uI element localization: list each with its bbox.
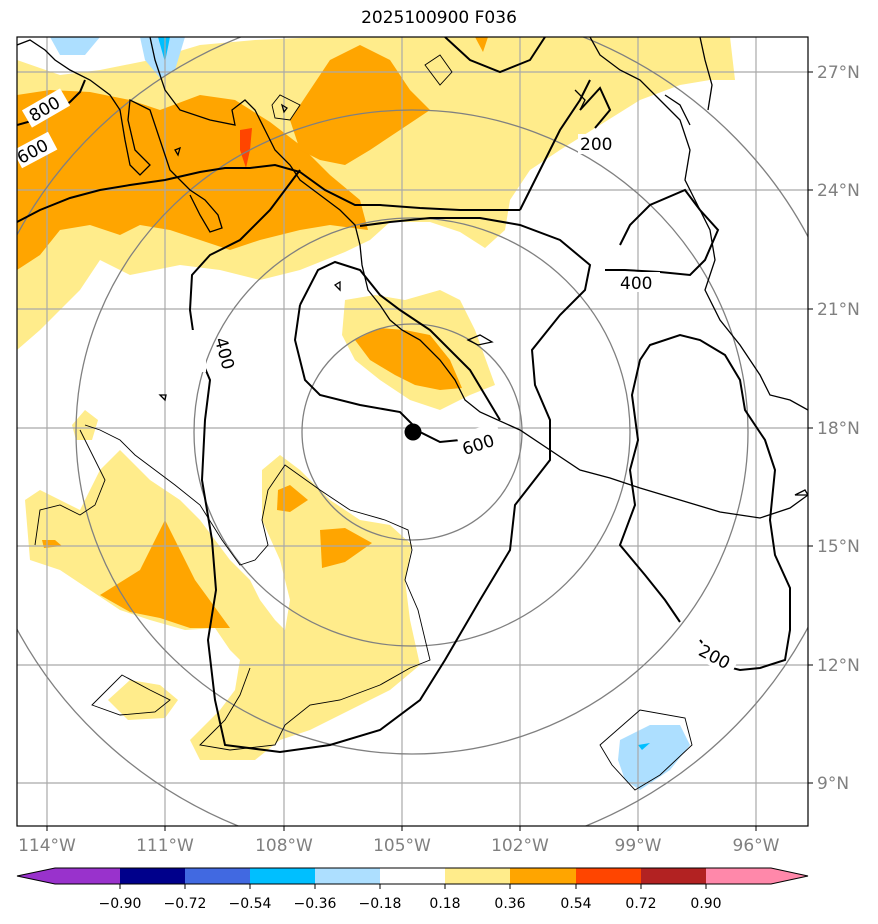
colorbar-segment-6 (380, 868, 445, 884)
island-center (466, 334, 494, 346)
colorbar-segment-4 (250, 868, 315, 884)
coast-mainland-west (149, 37, 808, 519)
colorbar-segment-8 (510, 868, 576, 884)
lat-label-21: 21°N (817, 300, 860, 320)
figure-title: 2025100900 F036 (361, 8, 517, 28)
colorbar-tick-label: 0.90 (690, 896, 721, 912)
shade-orange-center (355, 328, 462, 390)
island-nw (174, 146, 181, 157)
contour-600-center-b (299, 260, 501, 421)
colorbar-over-extension (771, 868, 808, 884)
lon-label-108: 108°W (255, 836, 313, 856)
colorbar-tick-label: 0.18 (429, 896, 460, 912)
colorbar-segment-7 (445, 868, 510, 884)
lat-label-24: 24°N (817, 181, 860, 201)
lat-label-18: 18°N (817, 419, 860, 439)
shade-orange-sw-3 (277, 485, 308, 512)
shading-neg-018 (50, 37, 690, 790)
shade-lightblue-se (618, 725, 690, 790)
lon-label-96: 96°W (733, 836, 780, 856)
shade-orange-tiny-ne (475, 37, 488, 52)
coast-east-detail (664, 94, 691, 126)
coast-ne-small (574, 89, 586, 111)
lat-label-27: 27°N (817, 63, 860, 83)
colorbar-tick-label: 0.72 (625, 896, 656, 912)
colorbar-segment-11 (706, 868, 771, 884)
contour-200-ne-b (579, 86, 612, 129)
shade-orange-north-2 (290, 45, 430, 165)
map-frame (16, 36, 809, 827)
contour-600-nw (17, 163, 520, 223)
lat-label-15: 15°N (817, 537, 860, 557)
colorbar-tick-label: −0.72 (164, 896, 207, 912)
colorbar-outline (16, 867, 809, 885)
island-ne-small (333, 280, 341, 292)
map-content: 800 600 200 400 400 600 200 (17, 37, 808, 826)
island-cuba-tip (794, 489, 808, 496)
shade-yellow-small-south (108, 680, 178, 720)
contour-label-200-ne: 200 (580, 135, 612, 155)
lat-axis: 27°N 24°N 21°N 18°N 15°N 12°N 9°N (808, 63, 860, 794)
lat-label-12: 12°N (817, 656, 860, 676)
lon-label-105: 105°W (373, 836, 431, 856)
colorbar-tick-label: −0.90 (99, 896, 142, 912)
colorbar-segment-3 (185, 868, 250, 884)
island-tres-marias (280, 103, 288, 114)
colorbar: −0.90 −0.72 −0.54 −0.36 −0.18 0.18 0.36 … (16, 867, 809, 912)
shade-deepblue-north (158, 37, 170, 62)
shade-red-small (240, 128, 252, 168)
colorbar-tick-label: 0.54 (560, 896, 591, 912)
lon-axis: 114°W 111°W 108°W 105°W 102°W 99°W 96°W (18, 826, 780, 856)
shade-lightblue-north-2 (140, 37, 185, 78)
storm-center-marker (404, 423, 422, 441)
colorbar-tick-label: 0.36 (494, 896, 525, 912)
colorbar-segment-2 (120, 868, 185, 884)
contour-label-400-east: 400 (620, 274, 652, 294)
gridlines (17, 37, 808, 826)
thin-outlines (34, 54, 693, 791)
shade-orange-north (17, 90, 368, 270)
shade-orange-sw-2 (320, 528, 372, 568)
colorbar-segment-9 (576, 868, 641, 884)
contour-200-se (618, 333, 791, 672)
colorbar-segment-1 (55, 868, 120, 884)
contour-600-center (293, 304, 461, 444)
shade-lightblue-north (50, 37, 100, 55)
island-w (158, 394, 167, 402)
contour-200-ne (444, 37, 546, 74)
lat-label-9: 9°N (817, 774, 849, 794)
lon-label-99: 99°W (615, 836, 662, 856)
coastlines (17, 37, 808, 519)
colorbar-under-extension (17, 868, 55, 884)
coast-gulf-2 (699, 37, 713, 111)
lon-label-102: 102°W (491, 836, 549, 856)
coast-gulf (589, 37, 808, 411)
colorbar-segment-10 (641, 868, 706, 884)
contour-400-east (605, 188, 720, 277)
shade-deepblue-se (638, 743, 650, 750)
shading-neg-036 (158, 37, 650, 750)
lon-label-111: 111°W (136, 836, 194, 856)
lon-label-114: 114°W (18, 836, 76, 856)
colorbar-tick-label: −0.18 (359, 896, 402, 912)
coast-baja (17, 39, 223, 233)
colorbar-segment-5 (315, 868, 380, 884)
colorbar-tick-label: −0.54 (229, 896, 272, 912)
shade-yellow-southwest (25, 450, 420, 760)
colorbar-tick-label: −0.36 (294, 896, 337, 912)
contour-600-nw-b (519, 79, 591, 211)
